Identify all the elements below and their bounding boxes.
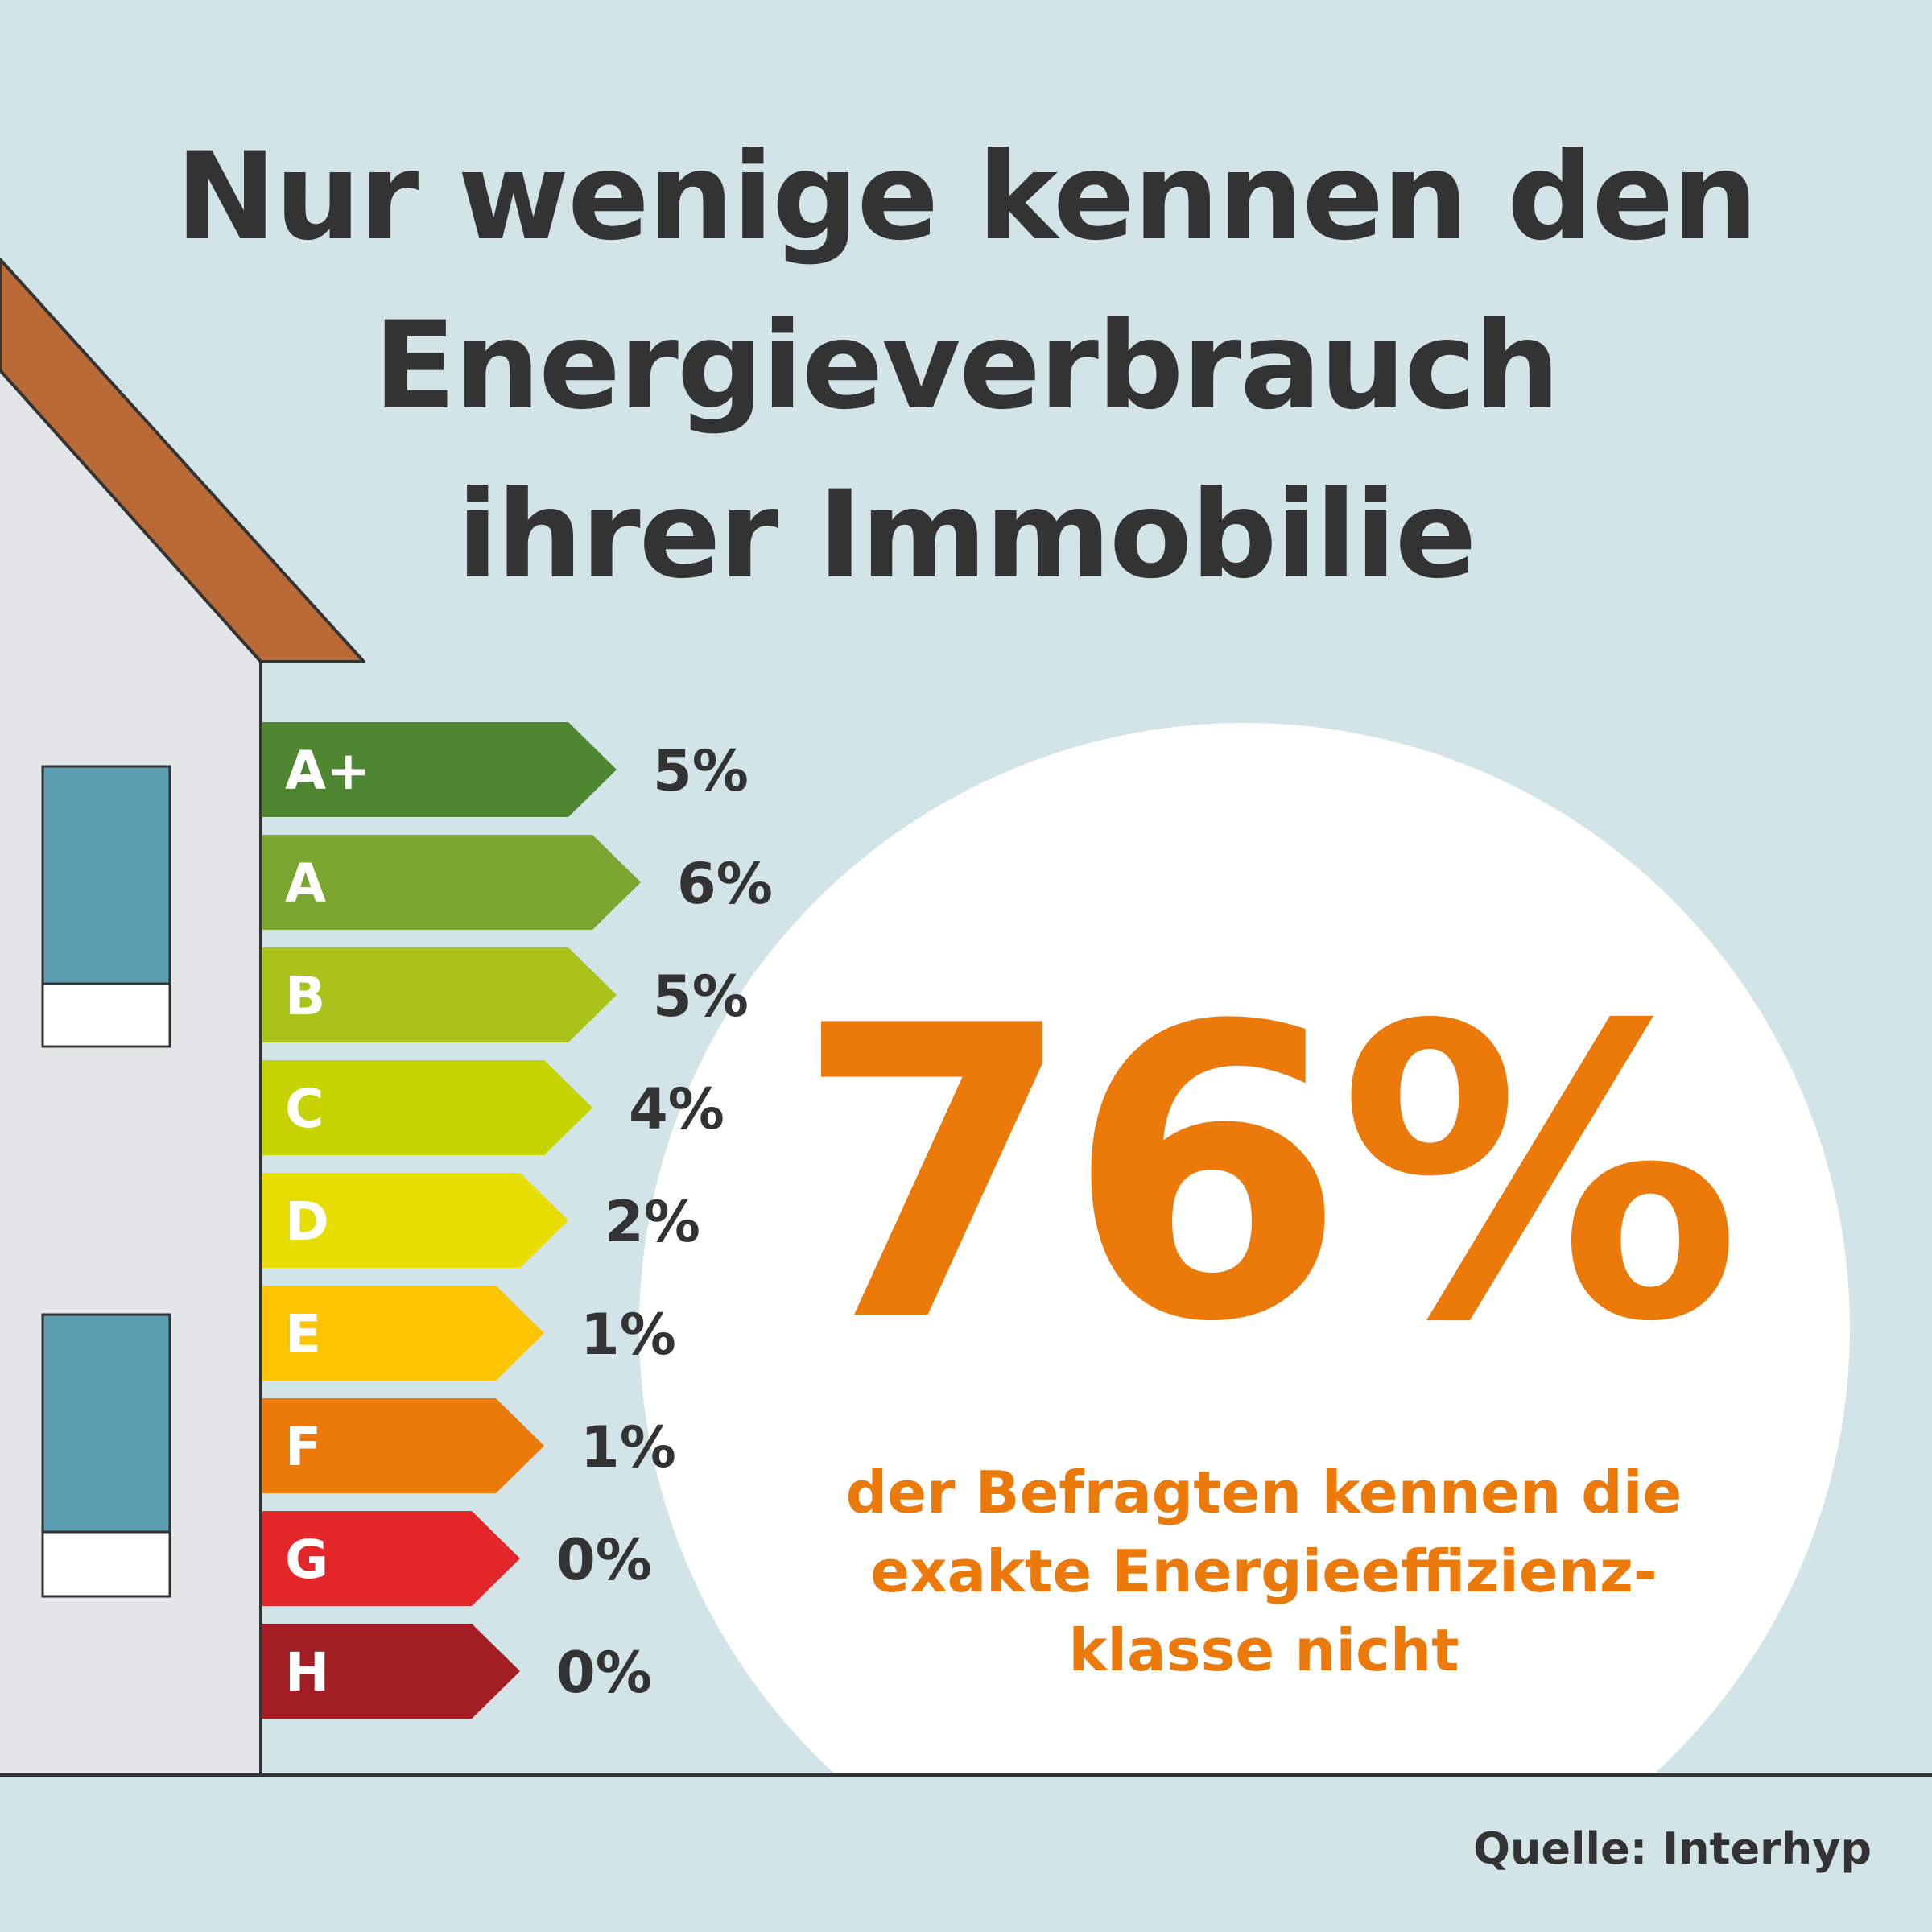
energy-class-value: 6% bbox=[677, 851, 773, 917]
description-line-1: der Befragten kennen die bbox=[845, 1459, 1682, 1526]
energy-class-value: 4% bbox=[629, 1076, 724, 1142]
energy-class-label: A+ bbox=[285, 740, 370, 802]
energy-bar-h bbox=[262, 1624, 520, 1719]
source-note: Quelle: Interhyp bbox=[1473, 1823, 1872, 1874]
title-line-2: Energieverbrauch bbox=[373, 296, 1560, 436]
energy-bar-c bbox=[262, 1060, 592, 1155]
energy-class-label: F bbox=[285, 1416, 321, 1478]
energy-class-bars: A+ 5% A 6% B 5% C 4% D 2% E 1% F 1% G 0% H 0% bbox=[262, 722, 773, 1719]
title-line-3: ihrer Immobilie bbox=[456, 465, 1477, 605]
energy-class-label: H bbox=[285, 1641, 329, 1703]
energy-class-label: A bbox=[285, 852, 326, 914]
energy-bar-a-plus bbox=[262, 722, 617, 817]
energy-bar-e bbox=[262, 1286, 544, 1381]
energy-bar-g bbox=[262, 1511, 520, 1606]
energy-class-value: 0% bbox=[556, 1640, 652, 1706]
house-roof bbox=[0, 258, 365, 663]
title-line-1: Nur wenige kennen den bbox=[175, 127, 1758, 267]
energy-bar-f bbox=[262, 1398, 544, 1493]
headline-description: der Befragten kennen die exakte Energiee… bbox=[716, 1453, 1811, 1690]
energy-bar-a bbox=[262, 835, 641, 930]
page-title: Nur wenige kennen den Energieverbrauch i… bbox=[0, 113, 1932, 620]
energy-class-value: 0% bbox=[556, 1527, 652, 1593]
energy-class-value: 5% bbox=[653, 964, 749, 1030]
window-upper-glass bbox=[41, 765, 171, 985]
window-upper-sill bbox=[41, 982, 171, 1048]
energy-class-label: B bbox=[285, 965, 325, 1027]
energy-class-label: E bbox=[285, 1303, 321, 1365]
energy-class-label: G bbox=[285, 1529, 328, 1591]
energy-class-value: 2% bbox=[605, 1189, 700, 1255]
energy-class-label: D bbox=[285, 1191, 329, 1253]
energy-class-value: 1% bbox=[580, 1302, 676, 1368]
highlight-circle bbox=[639, 723, 1850, 1932]
energy-class-value: 5% bbox=[653, 738, 749, 804]
description-line-2: exakte Energieeffizienz- bbox=[870, 1538, 1657, 1605]
headline-percentage: 76% bbox=[794, 941, 1742, 1410]
energy-bar-d bbox=[262, 1173, 568, 1268]
ground-area bbox=[0, 1776, 1932, 1932]
energy-bar-b bbox=[262, 947, 617, 1042]
energy-class-value: 1% bbox=[580, 1414, 676, 1480]
window-lower-sill bbox=[41, 1530, 171, 1598]
energy-class-label: C bbox=[285, 1078, 324, 1140]
description-line-3: klasse nicht bbox=[1068, 1616, 1459, 1684]
window-lower-glass bbox=[41, 1313, 171, 1534]
